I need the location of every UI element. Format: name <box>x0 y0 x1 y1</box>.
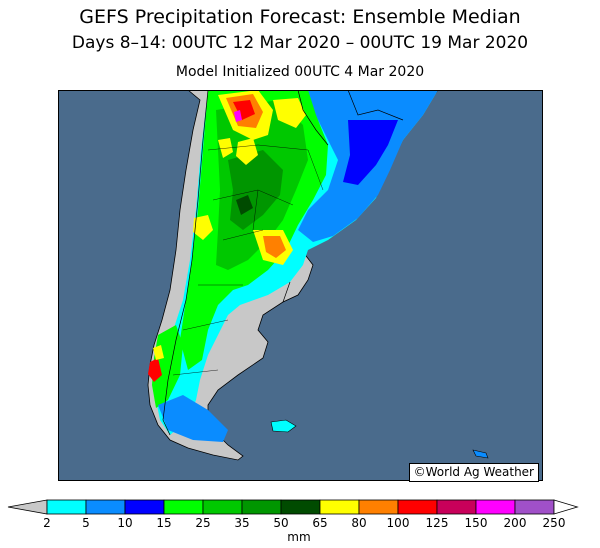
precip-core-orange-center <box>263 236 286 258</box>
scale-tick-label: 65 <box>312 516 327 530</box>
precip-core-yellow-northwest <box>218 138 233 158</box>
precip-core-patagonia <box>148 358 162 382</box>
scale-tick-label: 25 <box>195 516 210 530</box>
province-borders <box>172 144 324 376</box>
model-init-time: Model Initialized 00UTC 4 Mar 2020 <box>175 64 425 80</box>
precip-core-magenta-north <box>234 110 242 122</box>
scale-color-box <box>319 499 360 515</box>
scale-tick-label: 15 <box>156 516 171 530</box>
scale-color-box <box>280 499 321 515</box>
scale-arrow-low <box>7 499 48 515</box>
scale-tick-label: 2 <box>43 516 51 530</box>
falkland-islands <box>270 419 297 433</box>
scale-tick-label: 80 <box>351 516 366 530</box>
map-title: GEFS Precipitation Forecast: Ensemble Me… <box>79 6 521 28</box>
scale-tick-label: 250 <box>543 516 566 530</box>
scale-tick-label: 200 <box>504 516 527 530</box>
precip-core-red-north <box>233 100 255 120</box>
scale-tick-label: 10 <box>117 516 132 530</box>
precip-core-yellow-mid <box>236 138 258 165</box>
precipitation-map <box>58 90 543 481</box>
scale-tick-label: 35 <box>234 516 249 530</box>
country-borders <box>162 90 404 436</box>
precip-zone-patagonia-blue <box>158 395 228 442</box>
forecast-period: Days 8–14: 00UTC 12 Mar 2020 – 00UTC 19 … <box>71 33 529 53</box>
scale-tick-label: 50 <box>273 516 288 530</box>
precip-color-scale: 2 5 10 15 25 35 50 65 80 100 125 150 200 250 mm <box>7 499 579 544</box>
precip-zone-darkest-green <box>236 195 253 215</box>
scale-tick-labels: 2 5 10 15 25 35 50 65 80 100 125 150 200 250 <box>43 516 565 530</box>
precip-core-yellow-east <box>273 98 306 128</box>
scale-unit-label: mm <box>287 530 310 544</box>
scale-color-box <box>46 499 87 515</box>
scale-color-box <box>163 499 204 515</box>
scale-tick-label: 5 <box>82 516 90 530</box>
precip-core-patagonia-yellow <box>153 345 164 360</box>
precip-core-yellow-west <box>193 215 213 240</box>
scale-color-box <box>514 499 555 515</box>
scale-color-box <box>124 499 165 515</box>
credit-label: ©World Ag Weather <box>408 463 539 482</box>
scale-color-boxes <box>7 499 579 515</box>
scale-color-box <box>85 499 126 515</box>
scale-arrow-high <box>553 499 579 515</box>
scale-tick-label: 125 <box>426 516 449 530</box>
scale-tick-label: 150 <box>465 516 488 530</box>
precip-zone-blue <box>343 120 398 185</box>
scale-color-box <box>202 499 243 515</box>
scale-tick-label: 100 <box>387 516 410 530</box>
scale-color-box <box>436 499 477 515</box>
scale-color-box <box>241 499 282 515</box>
scale-color-box <box>358 499 399 515</box>
scale-color-box <box>475 499 516 515</box>
map-frame <box>58 90 543 481</box>
scale-color-box <box>397 499 438 515</box>
south-georgia <box>472 449 489 459</box>
